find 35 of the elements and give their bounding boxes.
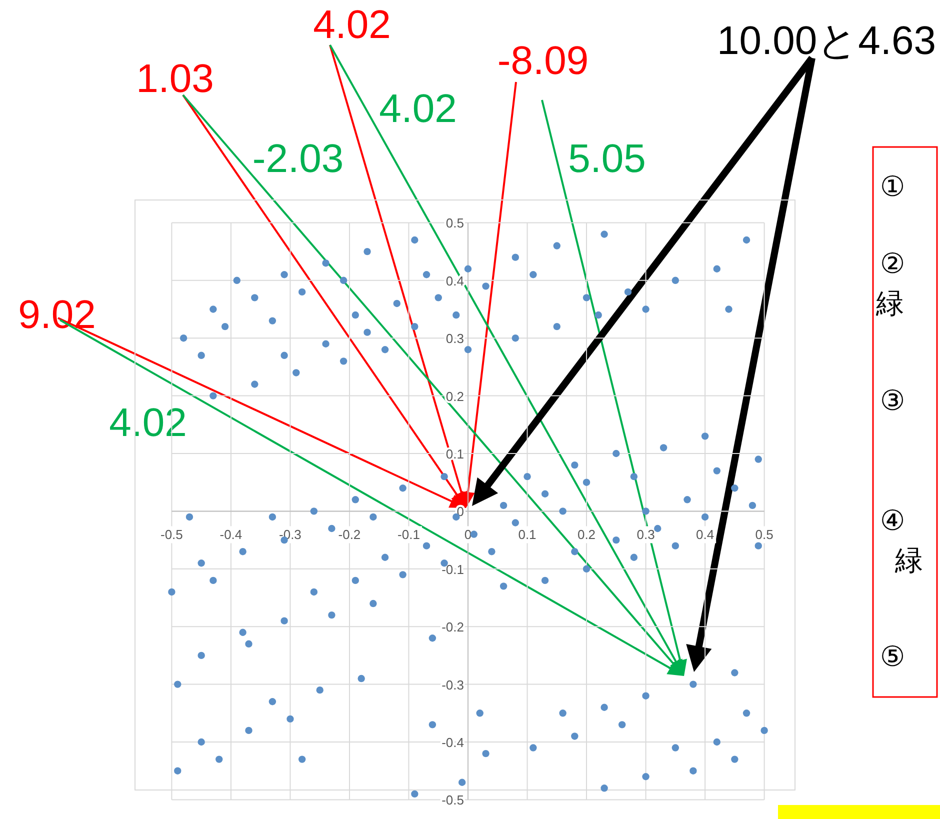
text: 緑 bbox=[875, 288, 904, 319]
text: -2.03 bbox=[252, 137, 344, 181]
text: ④ bbox=[880, 505, 905, 536]
y-tick-label: -0.2 bbox=[442, 620, 464, 635]
text: 4.02 bbox=[313, 3, 391, 47]
y-tick-label: -0.1 bbox=[442, 562, 464, 577]
text: 9.02 bbox=[18, 293, 96, 337]
y-tick-label: 0 bbox=[456, 504, 464, 520]
text: 1.03 bbox=[136, 57, 214, 101]
x-tick-label: 0.3 bbox=[636, 527, 655, 542]
x-tick-label: -0.1 bbox=[398, 527, 420, 542]
x-tick-label: -0.4 bbox=[220, 527, 242, 542]
y-tick-label: -0.4 bbox=[442, 735, 464, 750]
text: ③ bbox=[880, 385, 905, 416]
text: ② bbox=[880, 248, 905, 279]
x-tick-label: -0.2 bbox=[338, 527, 361, 542]
y-tick-label: 0.2 bbox=[446, 388, 464, 404]
y-tick-label: -0.5 bbox=[442, 792, 464, 808]
y-tick-label: 0.5 bbox=[446, 216, 464, 231]
x-tick-label: 0.4 bbox=[696, 527, 714, 542]
text: ⑤ bbox=[880, 641, 905, 672]
text: -8.09 bbox=[497, 39, 589, 83]
x-tick-label: 0.2 bbox=[577, 527, 596, 542]
x-tick-label: 0.1 bbox=[518, 527, 536, 542]
y-tick-label: -0.3 bbox=[442, 677, 464, 692]
y-tick-label: 0.3 bbox=[446, 331, 464, 346]
text: 5.05 bbox=[568, 137, 646, 181]
text: ① bbox=[880, 171, 905, 202]
y-tick-label: 0.1 bbox=[446, 446, 464, 462]
text: 4.02 bbox=[379, 87, 457, 131]
annotation: 4.02 bbox=[109, 401, 187, 445]
x-tick-label: 0.5 bbox=[755, 527, 774, 542]
text: 緑 bbox=[894, 545, 923, 576]
text: 10.00と4.63 bbox=[717, 19, 936, 63]
x-tick-label: -0.5 bbox=[160, 527, 183, 542]
